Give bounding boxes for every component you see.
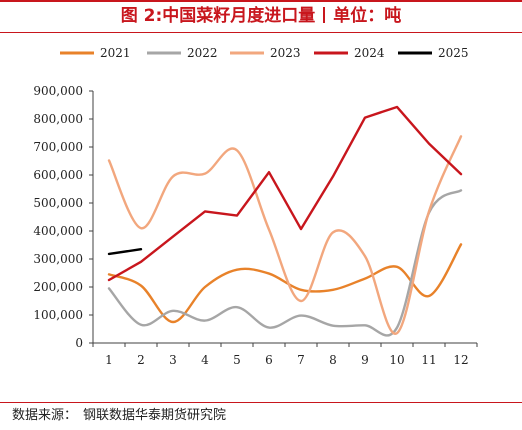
source-note: 数据来源： 钢联数据华泰期货研究院	[12, 407, 232, 425]
series-line-2021	[107, 243, 463, 324]
line-chart: 0 100,000 200,000 300,000 400,000 500,000 600,…	[33, 46, 478, 367]
x-tick-label: 10	[389, 353, 404, 367]
top-rule	[0, 0, 522, 2]
y-tick-label: 100,000	[33, 308, 83, 322]
x-tick-label: 1	[105, 353, 113, 367]
series-line-2023	[107, 135, 463, 335]
y-tick-label: 200,000	[33, 280, 83, 294]
x-tick-label: 8	[329, 353, 337, 367]
title-separator	[323, 7, 326, 23]
x-tick-label: 6	[265, 353, 273, 367]
y-tick-label: 700,000	[33, 140, 83, 154]
bottom-rule	[0, 402, 522, 403]
y-tick-label: 0	[75, 336, 83, 350]
x-tick-label: 3	[169, 353, 177, 367]
x-tick-label: 7	[297, 353, 305, 367]
legend-label-2021: 2021	[100, 46, 131, 60]
x-tick-label: 2	[137, 353, 145, 367]
legend-label-2022: 2022	[187, 46, 218, 60]
source-text: 钢联数据华泰期货研究院	[83, 408, 227, 423]
legend-label-2023: 2023	[270, 46, 301, 60]
y-tick-label: 400,000	[33, 224, 83, 238]
x-tick-label: 11	[421, 353, 436, 367]
y-tick-label: 300,000	[33, 252, 83, 266]
x-tick-label: 4	[201, 353, 209, 367]
chart-unit: 单位：吨	[333, 6, 402, 26]
x-tick-label: 5	[233, 353, 241, 367]
series-line-2025	[107, 248, 143, 256]
y-tick-label: 900,000	[33, 84, 83, 98]
y-tick-label: 600,000	[33, 168, 83, 182]
title-rule	[0, 32, 522, 33]
x-tick-label: 12	[453, 353, 468, 367]
y-tick-label: 500,000	[33, 196, 83, 210]
chart-title: 图 2:中国菜籽月度进口量 单位：吨	[0, 4, 522, 28]
series-line-2022	[107, 189, 463, 337]
chart-title-text: 图 2:中国菜籽月度进口量	[120, 6, 316, 26]
source-label: 数据来源：	[12, 408, 78, 423]
legend-label-2024: 2024	[354, 46, 385, 60]
y-tick-label: 800,000	[33, 112, 83, 126]
x-tick-label: 9	[361, 353, 369, 367]
legend-label-2025: 2025	[438, 46, 469, 60]
series-line-2024	[107, 105, 463, 282]
